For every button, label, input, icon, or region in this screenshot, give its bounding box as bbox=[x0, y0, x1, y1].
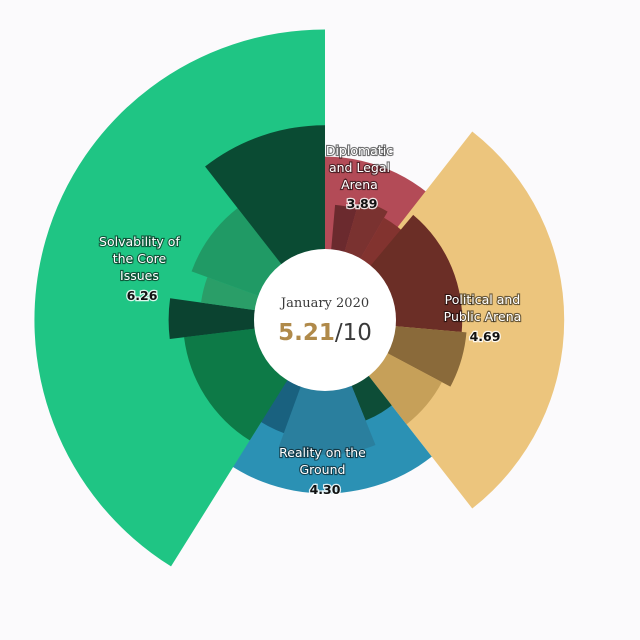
diplomatic-sub-segment-1 bbox=[331, 204, 357, 253]
label-solvability: Solvability of the Core Issues 6.26 bbox=[99, 231, 185, 303]
center-score-line: 5.21/10 bbox=[278, 320, 372, 346]
label-diplomatic: Diplomatic and Legal Arena 3.89 bbox=[326, 140, 398, 211]
center-max: /10 bbox=[335, 320, 372, 346]
reality-sub-segment-1 bbox=[351, 375, 392, 421]
center-disc bbox=[254, 249, 396, 391]
label-reality: Reality on the Ground 4.30 bbox=[279, 442, 371, 497]
diplomatic-sub-segment-2 bbox=[344, 199, 388, 260]
solvability-sub-segment-5 bbox=[205, 125, 325, 265]
solvability-sub-segment-2 bbox=[168, 298, 256, 340]
reality-sub-segment-2 bbox=[278, 384, 376, 455]
label-layer: Diplomatic and Legal Arena 3.89 Politica… bbox=[98, 140, 527, 498]
segment-layer bbox=[34, 29, 565, 567]
solvability-sub-segment-3 bbox=[201, 277, 260, 311]
political-sub-segment-3 bbox=[368, 352, 442, 425]
political-sub-segment-2 bbox=[386, 326, 467, 387]
center-date: January 2020 bbox=[279, 296, 369, 311]
diplomatic-sub-segment-3 bbox=[360, 217, 410, 272]
solvability-sub-segment-1 bbox=[184, 328, 288, 441]
center-score: 5.21 bbox=[278, 320, 335, 346]
label-political: Political and Public Arena 4.69 bbox=[444, 289, 527, 344]
solvability-sub-segment-4 bbox=[191, 208, 282, 297]
